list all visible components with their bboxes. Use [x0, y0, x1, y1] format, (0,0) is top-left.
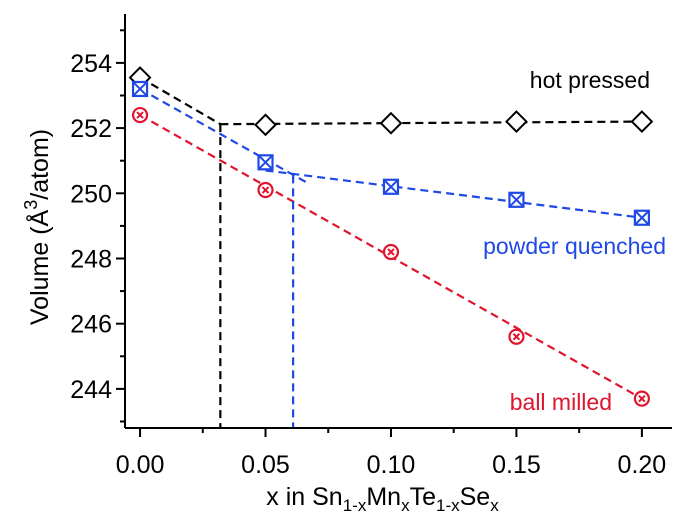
ball-milled-data-point [131, 106, 149, 124]
marker-cross [634, 210, 650, 226]
hot-pressed-fit-line [139, 76, 221, 126]
x-axis-label-subscript: 1-x [343, 496, 367, 515]
marker-cross [136, 111, 144, 119]
y-tick-label: 248 [70, 245, 112, 273]
diamond-marker [505, 110, 528, 133]
diamond-marker [630, 110, 654, 133]
hot-pressed-data-point [379, 111, 403, 135]
powder-quenched-data-point [508, 191, 525, 208]
marker-cross [638, 394, 646, 403]
marker-cross [261, 186, 270, 194]
y-tick-label: 246 [70, 311, 112, 339]
marker-cross [387, 248, 395, 256]
powder-quenched-data-point [257, 154, 274, 171]
x-tick-label: 0.05 [241, 451, 290, 479]
x-axis-label-text: Te [410, 483, 436, 511]
y-axis-label: Volume (Å3​/atom) [21, 129, 54, 325]
solubility-guides-group [219, 124, 295, 428]
powder-quenched-fit-line [265, 169, 643, 219]
diamond-marker [254, 113, 277, 137]
hot-pressed-fit-line [220, 120, 642, 126]
x-axis-label-subscript: x [490, 496, 499, 515]
x-axis-label-subscript: x [401, 496, 410, 515]
x-tick-label: 0.20 [618, 451, 667, 479]
ball-milled-data-point [382, 243, 400, 261]
x-axis-label-text: x in Sn [266, 483, 342, 511]
y-tick-label: 244 [70, 376, 112, 404]
ball-milled-series-label: ball milled [510, 389, 612, 415]
x-axis-label-text: Mn [366, 483, 401, 511]
y-tick-label: 254 [70, 50, 112, 78]
y-axis-label-text: Volume (Å [24, 209, 54, 325]
powder-quenched-series-label: powder quenched [483, 233, 666, 259]
y-tick-label: 252 [70, 115, 112, 143]
x-axis-label-subscript: 1-x [436, 496, 460, 515]
marker-cross [257, 154, 274, 171]
hot-pressed-data-point [254, 113, 277, 137]
ball-milled-data-point [633, 390, 650, 407]
y-axis-label-superscript: 3 [21, 200, 41, 210]
axes-group: 0.00 0.05 0.10 0.15 0.20 244 246 248 250 252 254 x … [21, 14, 672, 515]
diamond-marker [379, 111, 403, 135]
hot-pressed-data-point [630, 110, 654, 133]
x-axis-label-text: Se [460, 483, 491, 511]
ball-milled-data-point [257, 181, 274, 199]
marker-cross [383, 179, 399, 195]
hot-pressed-data-point [505, 110, 528, 133]
marker-cross [508, 192, 525, 208]
x-tick-label: 0.15 [492, 451, 541, 479]
hot-pressed-series-label: hot pressed [530, 67, 650, 93]
series-labels-group: hot pressed powder quenched ball milled [483, 67, 666, 415]
x-tick-label: 0.10 [367, 451, 416, 479]
x-axis-label: x in Sn1-x​Mnx​Te1-x​Sex​ [266, 483, 499, 515]
marker-cross [512, 333, 521, 341]
powder-quenched-data-point [382, 178, 400, 195]
powder-quenched-fit-line [139, 88, 307, 183]
y-axis-label-text: /atom) [26, 129, 54, 200]
powder-quenched-data-point [633, 209, 650, 226]
data-markers-group [128, 66, 654, 407]
ball-milled-data-point [508, 328, 525, 345]
marker-cross [132, 81, 148, 97]
powder-quenched-data-point [131, 80, 149, 98]
x-tick-label: 0.00 [116, 451, 165, 479]
y-tick-label: 250 [70, 180, 112, 208]
